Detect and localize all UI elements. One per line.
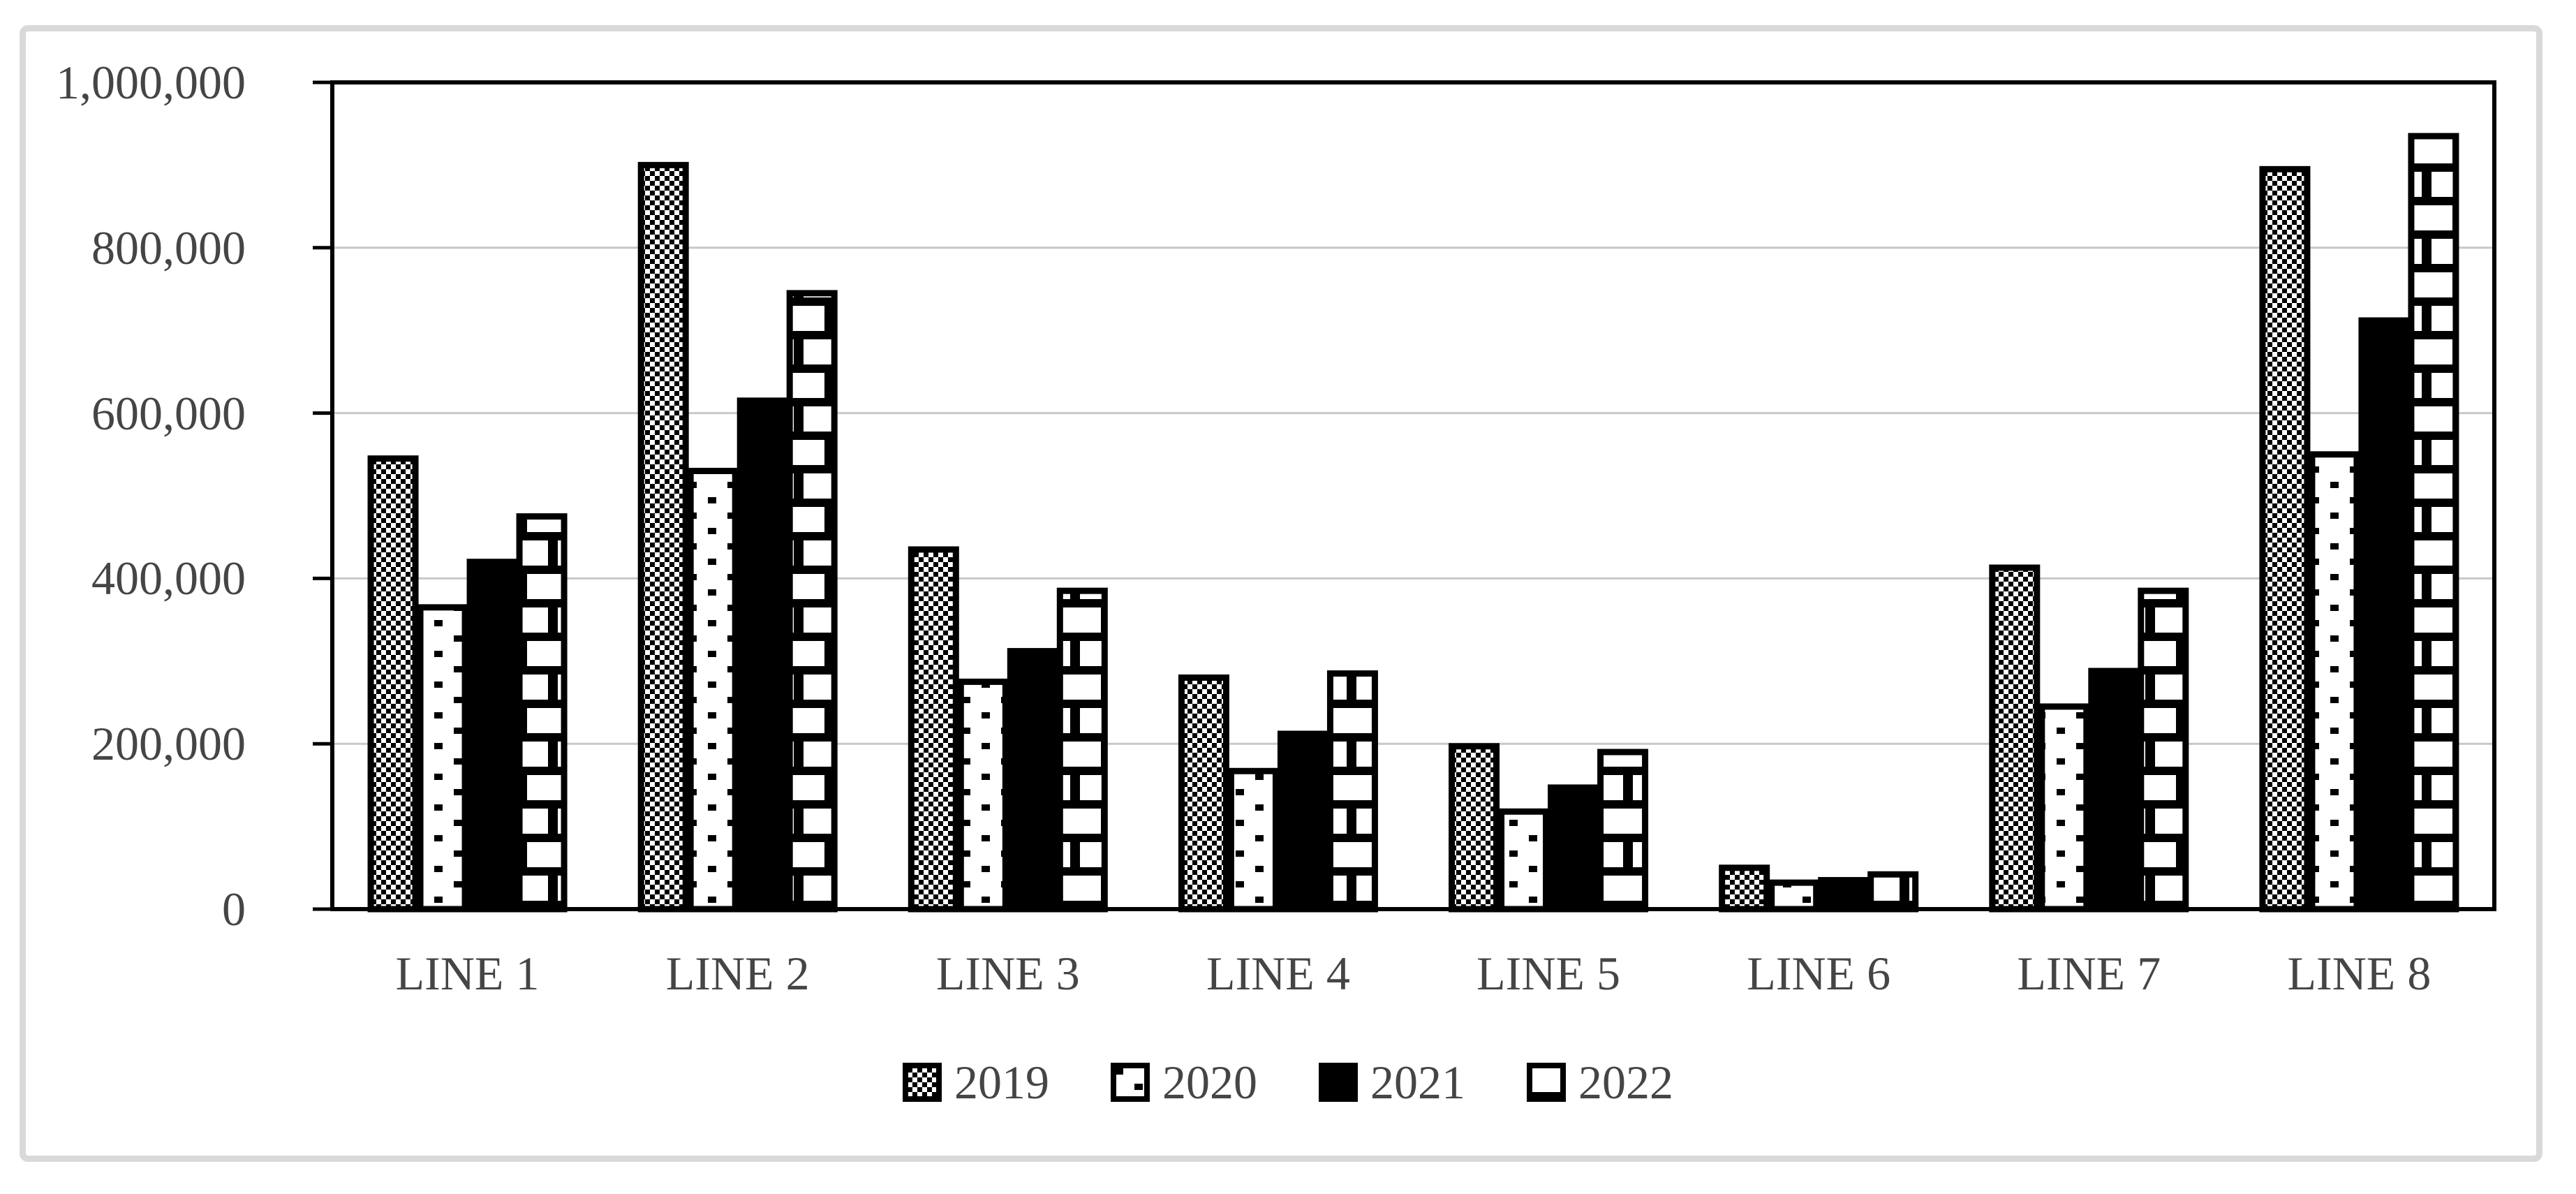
bar-2021-line-2: [736, 397, 788, 913]
x-category-label-line-8: LINE 8: [2287, 947, 2431, 1000]
legend-item-2020: 2020: [1111, 1056, 1257, 1109]
y-tick-label-400000: 400,000: [91, 552, 246, 605]
bar-2022-line-3: [1056, 587, 1108, 913]
legend-swatch-rect-2021: [1319, 1063, 1358, 1102]
bar-2020-line-8: [2309, 451, 2360, 913]
x-category-label-line-7: LINE 7: [2017, 947, 2161, 1000]
bar-2021-line-7: [2088, 668, 2140, 913]
bar-2019-line-7: [1989, 564, 2041, 913]
legend-item-2022: 2022: [1527, 1056, 1673, 1109]
legend-label-2019: 2019: [954, 1056, 1049, 1109]
bar-2019-line-6: [1719, 864, 1770, 913]
legend-swatch-rect-2022: [1527, 1063, 1566, 1102]
bar-2020-line-5: [1498, 808, 1550, 913]
x-category-label-line-1: LINE 1: [395, 947, 540, 1000]
bars: [367, 133, 2459, 913]
y-tick-label-1000000: 1,000,000: [56, 56, 246, 109]
legend-swatch-dots-icon: [1111, 1063, 1150, 1102]
bar-2019-line-5: [1449, 743, 1500, 913]
bar-2022-line-7: [2138, 587, 2189, 913]
bar-2020-line-3: [957, 678, 1009, 913]
bar-2022-line-6: [1867, 871, 1919, 913]
bar-2020-line-1: [417, 604, 468, 913]
bar-2021-line-1: [466, 559, 518, 913]
y-tick-label-800000: 800,000: [91, 221, 246, 274]
bar-2021-line-5: [1548, 784, 1599, 913]
bar-2019-line-4: [1178, 674, 1229, 913]
bar-2019-line-8: [2259, 165, 2311, 913]
bar-2022-line-4: [1326, 670, 1378, 913]
bar-2021-line-6: [1818, 877, 1870, 913]
bar-2022-line-8: [2408, 133, 2459, 913]
y-tick-label-200000: 200,000: [91, 717, 246, 771]
bar-2021-line-3: [1007, 648, 1058, 913]
bar-2019-line-3: [908, 546, 959, 913]
plot-frame: [330, 80, 2496, 911]
bar-2022-line-5: [1597, 749, 1649, 913]
bar-2020-line-7: [2038, 703, 2090, 913]
legend-swatch-brick-icon: [1527, 1063, 1566, 1102]
bar-2021-line-8: [2358, 317, 2410, 913]
x-category-label-line-2: LINE 2: [665, 947, 810, 1000]
bar-2019-line-2: [637, 161, 689, 913]
legend-item-2019: 2019: [903, 1056, 1049, 1109]
legend-swatch-solid-icon: [1319, 1063, 1358, 1102]
bar-2022-line-2: [786, 290, 838, 913]
x-category-label-line-4: LINE 4: [1206, 947, 1350, 1000]
bar-2020-line-2: [687, 467, 739, 913]
legend-label-2022: 2022: [1578, 1056, 1673, 1109]
legend-swatch-rect-2020: [1111, 1063, 1150, 1102]
x-category-label-line-5: LINE 5: [1476, 947, 1620, 1000]
bar-2020-line-4: [1227, 767, 1279, 913]
legend: 2019 2020 2021 2022: [0, 1056, 2576, 1109]
bar-2019-line-1: [367, 455, 419, 913]
legend-swatch-checker-icon: [903, 1063, 942, 1102]
bar-2022-line-1: [516, 513, 568, 913]
axes: [313, 80, 2496, 911]
legend-item-2021: 2021: [1319, 1056, 1465, 1109]
y-tick-label-600000: 600,000: [91, 386, 246, 440]
legend-label-2021: 2021: [1370, 1056, 1465, 1109]
legend-swatch-rect-2019: [903, 1063, 942, 1102]
bar-2021-line-4: [1277, 730, 1328, 913]
bar-2020-line-6: [1768, 879, 1820, 913]
y-tick-label-0: 0: [222, 883, 246, 936]
x-category-label-line-3: LINE 3: [935, 947, 1080, 1000]
x-category-label-line-6: LINE 6: [1747, 947, 1891, 1000]
legend-label-2020: 2020: [1162, 1056, 1257, 1109]
